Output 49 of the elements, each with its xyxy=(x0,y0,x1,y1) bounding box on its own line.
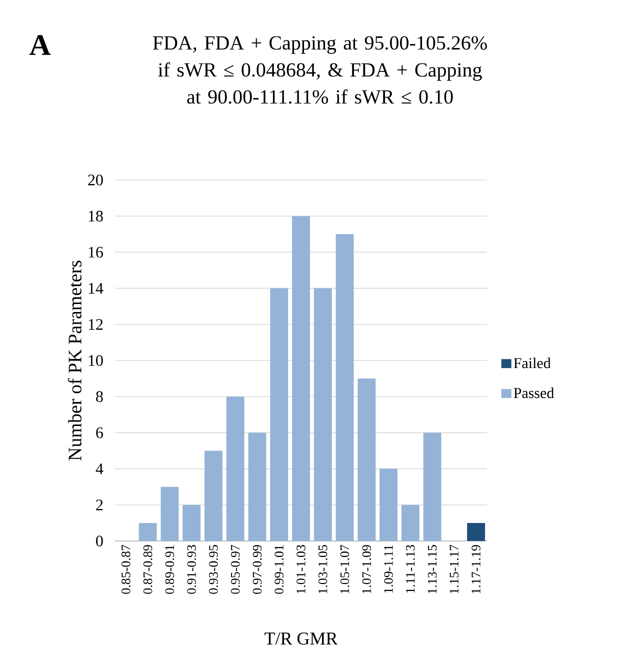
x-tick-label: 1.01-1.03 xyxy=(296,545,306,594)
x-tick-label: 1.03-1.05 xyxy=(318,545,328,594)
x-tick-label: 1.17-1.19 xyxy=(472,545,480,594)
bar xyxy=(138,522,157,541)
y-tick-label: 10 xyxy=(88,355,103,366)
x-tick-label: 0.95-0.97 xyxy=(230,544,240,594)
y-tick-label: 14 xyxy=(88,283,104,294)
x-axis-title: T/R GMR xyxy=(264,632,338,645)
y-axis-title: Number of PK Parameters xyxy=(68,260,82,460)
legend-label: Passed xyxy=(514,388,554,398)
x-tick-label: 1.11-1.13 xyxy=(406,545,415,593)
bar xyxy=(248,432,266,541)
bar xyxy=(160,486,179,541)
y-tick-label: 6 xyxy=(96,427,103,438)
y-tick-label: 12 xyxy=(88,319,103,330)
y-tick-label: 4 xyxy=(96,464,104,474)
x-tick-label: 1.13-1.15 xyxy=(428,545,437,594)
text: A xyxy=(29,35,51,55)
legend-label: Failed xyxy=(514,358,551,368)
bar xyxy=(336,234,354,541)
x-tick-label: 0.93-0.95 xyxy=(209,545,218,594)
x-tick-label: 0.99-1.01 xyxy=(274,545,284,594)
bar xyxy=(226,396,244,541)
x-tick-label: 0.91-0.93 xyxy=(187,545,196,594)
chart-title: FDA, FDA + Capping at 95.00-105.26% if sWR ≤ 0.048684, & FDA + Capping at 90.00-111.11% if sWR ≤ 0.10 xyxy=(153,36,487,104)
bar xyxy=(380,468,398,541)
x-tick-label: 1.15-1.17 xyxy=(450,544,459,594)
y-tick-label: 20 xyxy=(88,174,103,186)
bar xyxy=(182,504,201,541)
y-tick-label: 8 xyxy=(96,391,103,402)
bar xyxy=(204,450,222,541)
x-tick-label: 1.07-1.09 xyxy=(362,545,372,594)
x-tick-label: 0.87-0.89 xyxy=(143,545,152,594)
x-tick-label: 0.89-0.91 xyxy=(165,545,174,594)
bar xyxy=(467,522,486,541)
bar xyxy=(401,504,420,541)
y-tick-label: 2 xyxy=(96,500,103,510)
bar xyxy=(423,432,442,541)
x-tick-label: 1.09-1.11 xyxy=(384,545,393,593)
x-tick-label: 0.97-0.99 xyxy=(252,545,262,594)
y-tick-label: 18 xyxy=(88,210,103,222)
y-tick-label: 16 xyxy=(88,246,103,258)
y-tick-label: 0 xyxy=(96,536,103,546)
bar xyxy=(270,288,288,541)
bar xyxy=(314,288,332,541)
bar xyxy=(358,378,376,541)
bar xyxy=(292,216,310,541)
x-tick-label: 1.05-1.07 xyxy=(340,544,350,594)
x-tick-label: 0.85-0.87 xyxy=(122,544,130,594)
